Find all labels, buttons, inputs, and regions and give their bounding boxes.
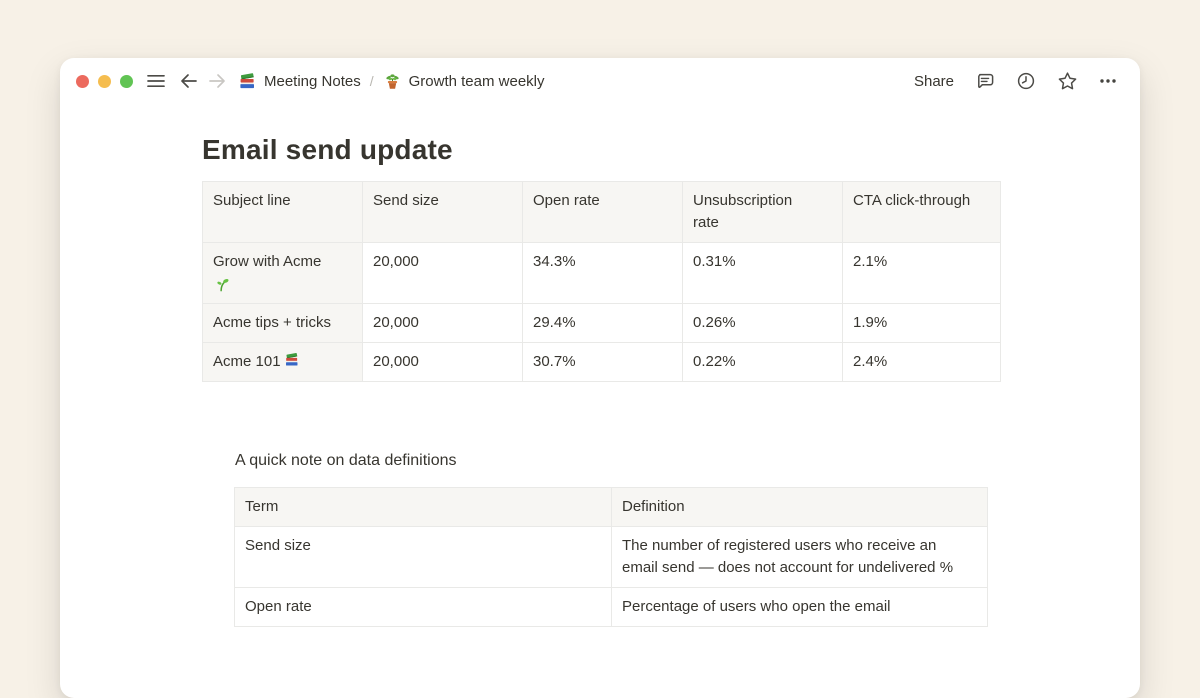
breadcrumb-label: Meeting Notes [264, 72, 361, 90]
cell-send-size[interactable]: 20,000 [362, 242, 523, 304]
cell-unsubscription-rate[interactable]: 0.22% [682, 342, 843, 382]
clock-icon [1015, 70, 1037, 92]
breadcrumb-separator: / [369, 73, 374, 89]
page-title: Email send update [202, 134, 453, 165]
cell-definition[interactable]: Percentage of users who open the email [611, 587, 988, 627]
header-cta-click-through[interactable]: CTA click-through [842, 181, 1001, 243]
table-row: Send size The number of registered users… [234, 526, 988, 588]
breadcrumb: Meeting Notes / [238, 72, 545, 91]
table-row: Acme tips + tricks 20,000 29.4% 0.26% 1.… [202, 303, 1001, 343]
more-button[interactable] [1096, 69, 1120, 93]
email-send-table: Subject line Send size Open rate Unsubsc… [202, 181, 1001, 382]
minimize-button[interactable] [98, 74, 111, 88]
cell-unsubscription-rate[interactable]: 0.31% [682, 242, 843, 304]
back-arrow-icon [178, 70, 200, 92]
header-subject-line[interactable]: Subject line [202, 181, 363, 243]
cell-cta-click-through[interactable]: 2.1% [842, 242, 1001, 304]
table-row: Acme 101 20,000 30.7% 0.22% 2.4% [202, 342, 1001, 382]
cell-unsubscription-rate[interactable]: 0.26% [682, 303, 843, 343]
share-button[interactable]: Share [913, 72, 954, 90]
hamburger-icon [145, 70, 167, 92]
comments-button[interactable] [973, 69, 997, 93]
cell-cta-click-through[interactable]: 1.9% [842, 303, 1001, 343]
forward-arrow-icon [206, 70, 228, 92]
books-icon [238, 72, 257, 91]
cell-subject[interactable]: Grow with Acme [202, 242, 363, 304]
breadcrumb-item-meeting-notes[interactable]: Meeting Notes [238, 72, 361, 91]
header-send-size[interactable]: Send size [362, 181, 523, 243]
forward-button[interactable] [205, 69, 229, 93]
potted-plant-icon [383, 72, 402, 91]
cell-term[interactable]: Send size [234, 526, 612, 588]
breadcrumb-label: Growth team weekly [408, 72, 545, 90]
definitions-table: Term Definition Send size The number of … [234, 487, 988, 627]
toggle-label: A quick note on data definitions [235, 452, 457, 469]
close-button[interactable] [76, 74, 89, 88]
header-term[interactable]: Term [234, 487, 612, 527]
header-definition[interactable]: Definition [611, 487, 988, 527]
cell-send-size[interactable]: 20,000 [362, 303, 523, 343]
cell-send-size[interactable]: 20,000 [362, 342, 523, 382]
cell-definition[interactable]: The number of registered users who recei… [611, 526, 988, 588]
table-row: Open rate Percentage of users who open t… [234, 587, 988, 627]
table-header-row: Term Definition [234, 487, 988, 527]
titlebar: Meeting Notes / [60, 58, 1140, 104]
seedling-icon [213, 273, 352, 295]
titlebar-actions: Share [912, 69, 1120, 93]
table-row: Grow with Acme 20,000 34.3% 0.31% 2.1% [202, 242, 1001, 304]
header-unsubscription-rate[interactable]: Unsubscription rate [682, 181, 843, 243]
cell-subject[interactable]: Acme tips + tricks [202, 303, 363, 343]
cell-cta-click-through[interactable]: 2.4% [842, 342, 1001, 382]
back-button[interactable] [177, 69, 201, 93]
table-header-row: Subject line Send size Open rate Unsubsc… [202, 181, 1001, 243]
breadcrumb-item-growth-team-weekly[interactable]: Growth team weekly [383, 72, 545, 91]
books-icon [284, 352, 300, 368]
comment-icon [974, 70, 996, 92]
ellipsis-icon [1096, 70, 1120, 92]
cell-open-rate[interactable]: 34.3% [522, 242, 683, 304]
star-icon [1056, 70, 1079, 93]
toggle-data-definitions[interactable]: A quick note on data definitions [202, 448, 1060, 474]
cell-open-rate[interactable]: 30.7% [522, 342, 683, 382]
cell-open-rate[interactable]: 29.4% [522, 303, 683, 343]
updates-button[interactable] [1014, 69, 1038, 93]
notion-window: Meeting Notes / [60, 58, 1140, 698]
maximize-button[interactable] [120, 74, 133, 88]
cell-term[interactable]: Open rate [234, 587, 612, 627]
cell-subject[interactable]: Acme 101 [202, 342, 363, 382]
favorite-button[interactable] [1055, 69, 1079, 93]
window-controls [76, 74, 133, 88]
header-open-rate[interactable]: Open rate [522, 181, 683, 243]
page-content: Email send update Subject line Send size… [60, 132, 1140, 627]
sidebar-menu-button[interactable] [144, 69, 168, 93]
